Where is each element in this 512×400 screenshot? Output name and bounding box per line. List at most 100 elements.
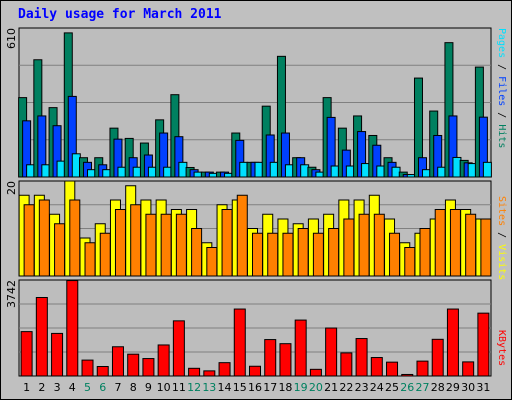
visits-sites-bar-sites-day-10 [160,213,172,277]
day-label-10: 10 [157,381,171,394]
day-label-1: 1 [23,381,30,394]
day-label-15: 15 [233,381,247,394]
kbytes-bar-kbytes-day-27 [416,360,429,377]
day-label-8: 8 [130,381,137,394]
day-label-9: 9 [145,381,152,394]
visits-sites-bar-sites-day-24 [373,213,385,277]
hits-files-pages-legend-separator: / [496,106,507,124]
kbytes-bar-kbytes-day-21 [325,327,338,377]
chart-title: Daily usage for March 2011 [18,7,222,22]
day-label-7: 7 [114,381,121,394]
hits-files-pages-bar-pages-day-31 [482,161,492,178]
kbytes-bar-kbytes-day-20 [309,368,322,377]
day-label-28: 28 [431,381,445,394]
hits-files-pages-legend: Pages / Files / Hits [496,28,507,148]
kbytes-bar-kbytes-day-5 [81,359,94,377]
kbytes-bar-kbytes-day-15 [233,308,246,377]
visits-sites-bar-sites-day-12 [191,228,203,277]
kbytes-bar-kbytes-day-18 [279,343,292,377]
visits-sites-bar-sites-day-31 [480,218,492,277]
visits-sites-bar-sites-day-28 [434,209,446,277]
kbytes-bar-kbytes-day-19 [294,319,307,377]
kbytes-bar-kbytes-day-4 [66,280,79,377]
day-label-23: 23 [355,381,369,394]
visits-sites-legend-separator: / [496,226,507,244]
visits-sites-bar-sites-day-29 [449,209,461,277]
kbytes-bar-kbytes-day-7 [111,346,124,377]
day-label-25: 25 [385,381,399,394]
visits-sites-bar-sites-day-1 [23,204,35,277]
day-label-31: 31 [476,381,490,394]
visits-sites-bar-sites-day-25 [389,232,401,277]
visits-sites-bar-sites-day-30 [465,213,477,277]
visits-sites-bar-sites-day-6 [99,232,111,277]
day-label-29: 29 [446,381,460,394]
kbytes-bar-kbytes-day-9 [142,358,155,377]
visits-sites-bar-sites-day-4 [69,199,81,277]
day-label-30: 30 [461,381,475,394]
visits-sites-bar-sites-day-18 [282,232,294,277]
day-label-4: 4 [69,381,76,394]
day-label-5: 5 [84,381,91,394]
visits-sites-bar-sites-day-2 [38,199,50,277]
visits-sites-bar-sites-day-5 [84,242,96,277]
kbytes-ymax-label: 3742 [5,280,18,308]
hits-files-pages-legend-pages: Pages [496,28,507,58]
kbytes-legend-kbytes: KBytes [496,330,507,366]
visits-sites-legend-visits: Visits [496,244,507,280]
kbytes-bar-kbytes-day-16 [249,365,261,377]
kbytes-bar-kbytes-day-30 [462,361,475,377]
visits-sites-bar-sites-day-19 [297,228,309,277]
hits-files-pages-legend-hits: Hits [496,124,507,148]
kbytes-bar-kbytes-day-25 [386,361,399,377]
kbytes-bar-kbytes-day-17 [264,339,277,377]
visits-sites-bar-sites-day-20 [312,232,324,277]
day-label-22: 22 [339,381,353,394]
day-label-6: 6 [99,381,106,394]
kbytes-bar-kbytes-day-2 [35,296,48,377]
visits-sites-ymax-label: 20 [5,181,18,195]
day-label-20: 20 [309,381,323,394]
visits-sites-bar-sites-day-7 [114,209,126,277]
day-label-14: 14 [218,381,232,394]
kbytes-bar-kbytes-day-29 [446,308,459,377]
visits-sites-bar-sites-day-17 [267,232,279,277]
visits-sites-legend-sites: Sites [496,196,507,226]
visits-sites-bar-sites-day-22 [343,218,355,277]
kbytes-legend: KBytes [496,330,507,366]
day-label-12: 12 [187,381,201,394]
kbytes-bar-kbytes-day-22 [340,352,353,377]
hits-files-pages-legend-separator: / [496,58,507,76]
visits-sites-bar-sites-day-16 [252,232,263,277]
visits-sites-bar-sites-day-21 [328,228,340,277]
visits-sites-bar-sites-day-23 [358,213,370,277]
kbytes-bar-kbytes-day-14 [218,362,231,377]
visits-sites-legend: Sites / Visits [496,196,507,280]
kbytes-bar-kbytes-day-1 [20,331,33,377]
visits-sites-bar-sites-day-14 [221,209,233,277]
day-label-27: 27 [415,381,429,394]
visits-sites-bar-sites-day-3 [54,223,66,277]
kbytes-bar-kbytes-day-12 [188,367,201,377]
visits-sites-bar-sites-day-13 [206,247,218,277]
day-label-3: 3 [54,381,61,394]
day-label-13: 13 [202,381,216,394]
kbytes-bar-kbytes-day-24 [370,357,383,377]
day-label-18: 18 [278,381,292,394]
visits-sites-bar-sites-day-26 [404,247,416,277]
visits-sites-bar-sites-day-9 [145,213,157,277]
kbytes-bar-kbytes-day-13 [203,370,216,377]
visits-sites-bar-sites-day-27 [419,228,431,277]
day-label-21: 21 [324,381,338,394]
kbytes-bar-kbytes-day-26 [401,373,414,377]
kbytes-bar-kbytes-day-8 [127,353,140,377]
kbytes-bar-kbytes-day-28 [431,338,444,377]
visits-sites-bar-sites-day-11 [175,213,187,277]
day-label-17: 17 [263,381,277,394]
day-label-26: 26 [400,381,414,394]
day-label-16: 16 [248,381,262,394]
kbytes-bar-kbytes-day-23 [355,338,368,377]
visits-sites-bar-sites-day-8 [130,204,142,277]
visits-sites-bar-sites-day-15 [236,194,248,277]
